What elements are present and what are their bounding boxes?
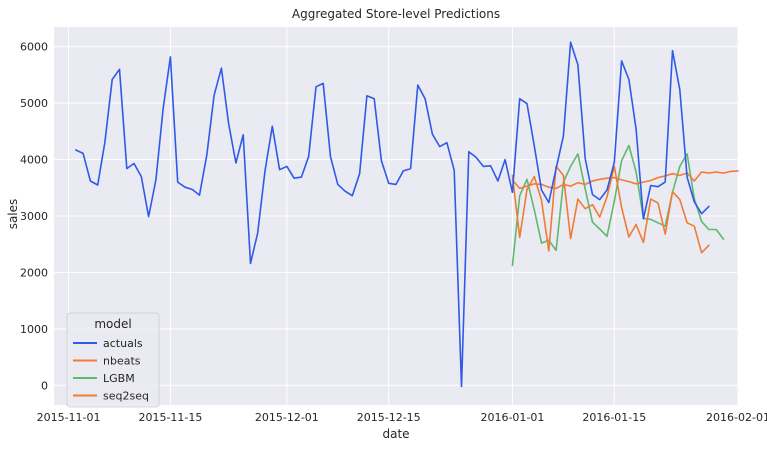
x-gridlines xyxy=(68,27,739,405)
x-tick-label: 2015-11-01 xyxy=(37,411,101,424)
legend: model actuals nbeats LGBM seq2seq xyxy=(66,312,160,408)
y-tick-label: 6000 xyxy=(20,41,48,54)
y-tick-label: 1000 xyxy=(20,323,48,336)
y-axis-label: sales xyxy=(6,199,20,230)
series-line-nbeats xyxy=(511,170,739,190)
y-tick-label: 0 xyxy=(41,379,48,392)
series-lines xyxy=(75,41,739,388)
legend-items: actuals nbeats LGBM seq2seq xyxy=(73,337,149,403)
x-tick-label: 2016-02-01 xyxy=(706,411,767,424)
x-tick-label: 2015-11-15 xyxy=(138,411,202,424)
x-tick-label: 2016-01-15 xyxy=(582,411,646,424)
y-tick-label: 5000 xyxy=(20,97,48,110)
x-tick-label: 2016-01-01 xyxy=(480,411,544,424)
chart-title: Aggregated Store-level Predictions xyxy=(292,7,500,21)
y-tick-label: 2000 xyxy=(20,266,48,279)
legend-title: model xyxy=(94,317,131,331)
x-tick-labels: 2015-11-01 2015-11-15 2015-12-01 2015-12-15… xyxy=(37,411,767,424)
y-gridlines xyxy=(54,46,738,386)
x-tick-label: 2015-12-15 xyxy=(357,411,421,424)
y-tick-label: 4000 xyxy=(20,154,48,167)
x-axis-label: date xyxy=(382,427,409,441)
legend-label-nbeats: nbeats xyxy=(103,355,141,368)
legend-label-actuals: actuals xyxy=(103,337,143,350)
y-tick-labels: 0 1000 2000 3000 4000 5000 6000 xyxy=(20,41,48,393)
legend-label-seq2seq: seq2seq xyxy=(103,390,149,403)
y-tick-label: 3000 xyxy=(20,210,48,223)
series-line-actuals xyxy=(75,41,710,388)
legend-label-lgbm: LGBM xyxy=(103,372,135,385)
x-tick-label: 2015-12-01 xyxy=(255,411,319,424)
series-line-seq2seq xyxy=(511,165,710,254)
legend-box xyxy=(66,312,160,408)
